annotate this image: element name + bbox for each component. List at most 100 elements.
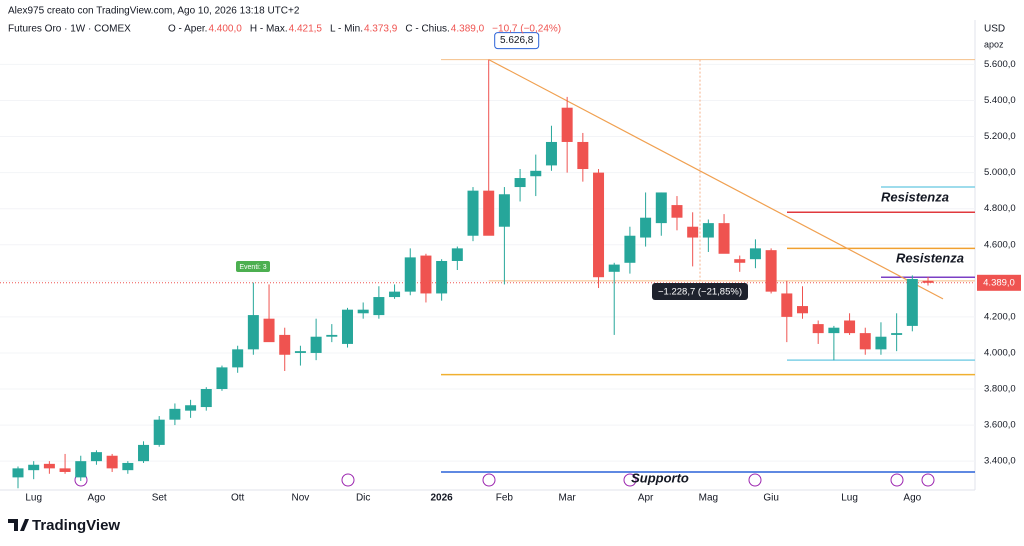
candle-body <box>122 462 134 471</box>
price-tag <box>977 274 1021 291</box>
candle-body <box>734 259 746 263</box>
candle-body <box>451 248 463 261</box>
x-tick-label: Dic <box>356 493 370 504</box>
ohlc-name: H - Max. <box>250 24 288 35</box>
candle-body <box>608 264 620 272</box>
candle-body <box>624 235 636 263</box>
candle-body <box>765 250 777 292</box>
currency: USD <box>984 24 1005 35</box>
event-icon[interactable] <box>482 473 496 487</box>
candle-body <box>640 217 652 238</box>
x-tick-label: Ago <box>88 493 106 504</box>
y-tick-label: 5.000,0 <box>984 167 1016 178</box>
candle-body <box>828 327 840 334</box>
candle-body <box>90 452 102 462</box>
candle-body <box>232 349 244 368</box>
candle-body <box>420 255 432 294</box>
candle-body <box>247 315 259 350</box>
candle-body <box>498 194 510 227</box>
events-label: Eventi: 3 <box>239 264 266 271</box>
x-tick-label: Apr <box>638 493 654 504</box>
candle-body <box>138 444 150 462</box>
x-tick-label: Ago <box>903 493 921 504</box>
level-label: Supporto <box>631 470 689 485</box>
y-tick-label: 4.000,0 <box>984 347 1016 358</box>
candle-body <box>326 334 338 337</box>
events-box <box>236 261 270 272</box>
y-tick-label: 3.600,0 <box>984 420 1016 431</box>
candle-body <box>922 280 934 283</box>
candle-body <box>404 257 416 292</box>
candle-body <box>153 419 165 445</box>
candle-body <box>483 190 495 236</box>
y-tick-label: 5.600,0 <box>984 59 1016 70</box>
candle-body <box>373 297 385 316</box>
candle-body <box>75 461 87 478</box>
candle-body <box>185 405 197 411</box>
candle-body <box>216 367 228 390</box>
candle-body <box>530 170 542 177</box>
ohlc-value: 4.389,0 <box>451 24 485 35</box>
x-tick-label: 2026 <box>431 493 454 504</box>
ohlc-name: C - Chius. <box>405 24 449 35</box>
candle-body <box>263 318 275 343</box>
logo-icon <box>8 519 29 531</box>
high-label: 5.626,8 <box>500 35 534 46</box>
candle-body <box>43 463 55 469</box>
event-icon[interactable] <box>748 473 762 487</box>
y-tick-label: 5.400,0 <box>984 95 1016 106</box>
x-tick-label: Nov <box>292 493 310 504</box>
level-label: Resistenza <box>881 189 949 204</box>
candle-body <box>59 468 71 472</box>
credit: Alex975 creato con TradingView.com, Ago … <box>8 6 300 17</box>
candle-body <box>859 333 871 350</box>
event-icon[interactable] <box>341 473 355 487</box>
ohlc-value: 4.421,5 <box>289 24 323 35</box>
y-tick-label: 5.200,0 <box>984 131 1016 142</box>
candle-body <box>310 336 322 353</box>
ohlc-value: 4.400,0 <box>208 24 242 35</box>
event-icon[interactable] <box>623 473 637 487</box>
trendline <box>488 59 944 300</box>
candle-body <box>577 141 589 170</box>
x-tick-label: Ott <box>231 493 245 504</box>
y-tick-label: 4.600,0 <box>984 239 1016 250</box>
candle-body <box>891 333 903 335</box>
candle-body <box>718 223 730 254</box>
candle-body <box>106 455 118 469</box>
x-tick-label: Feb <box>496 493 514 504</box>
x-tick-label: Mag <box>699 493 718 504</box>
chart-title: Futures Oro · 1W · COMEX <box>8 24 131 35</box>
measure-box <box>652 283 748 300</box>
candle-body <box>749 248 761 260</box>
y-tick-label: 3.800,0 <box>984 384 1016 395</box>
ohlc-value: −10,7 (−0,24%) <box>492 24 561 35</box>
candle-body <box>279 334 291 355</box>
candle-body <box>655 192 667 224</box>
event-icon[interactable] <box>921 473 935 487</box>
high-box <box>494 32 540 50</box>
x-tick-label: Mar <box>559 493 577 504</box>
candle-body <box>702 223 714 238</box>
event-icon[interactable] <box>890 473 904 487</box>
y-tick-label: 4.800,0 <box>984 203 1016 214</box>
brand-logo: TradingView <box>8 517 120 534</box>
candle-body <box>341 309 353 344</box>
candle-body <box>28 464 40 471</box>
candle-body <box>671 205 683 218</box>
level-label: Resistenza <box>896 250 964 265</box>
candle-body <box>906 279 918 326</box>
candle-body <box>436 260 448 294</box>
candle-body <box>687 226 699 238</box>
ohlc-name: O - Aper. <box>168 24 207 35</box>
candle-body <box>467 190 479 236</box>
candle-body <box>294 351 306 353</box>
candle-body <box>875 336 887 350</box>
candle-body <box>545 141 557 166</box>
candle-body <box>781 293 793 317</box>
candle-body <box>357 309 369 314</box>
ohlc-name: L - Min. <box>330 24 363 35</box>
candle-body <box>12 468 24 478</box>
candle-body <box>200 389 212 408</box>
